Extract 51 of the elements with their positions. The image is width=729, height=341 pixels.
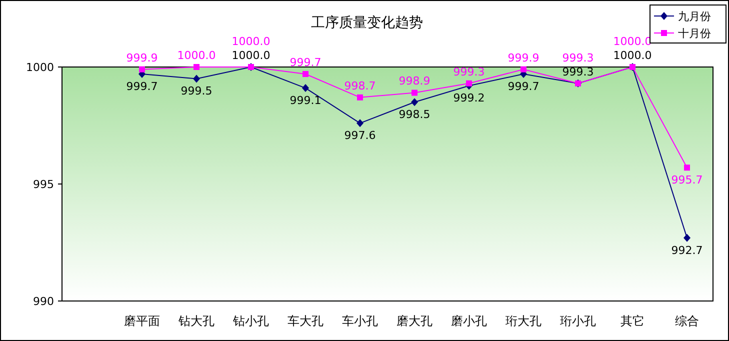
point (302, 84, 309, 92)
data-label: 997.6 (344, 129, 376, 142)
x-tick-label: 磨大孔 (396, 314, 432, 328)
point (194, 64, 200, 70)
point (412, 90, 418, 96)
data-label: 992.7 (671, 244, 703, 257)
x-tick-label: 珩小孔 (560, 314, 596, 328)
point (356, 119, 364, 128)
data-label: 999.3 (453, 65, 485, 78)
point (466, 80, 472, 86)
x-tick-label: 其它 (620, 314, 644, 328)
data-label: 998.9 (398, 74, 430, 88)
point (684, 164, 690, 171)
data-label: 1000.0 (232, 35, 270, 48)
x-tick-label: 磨平面 (124, 314, 160, 328)
point (520, 66, 526, 72)
data-label: 999.1 (290, 94, 322, 108)
data-label: 1000.0 (232, 49, 270, 62)
x-tick-label: 车小孔 (342, 314, 378, 328)
x-tick-label: 车大孔 (288, 314, 324, 328)
point (684, 234, 690, 242)
data-label: 999.7 (290, 56, 322, 70)
legend-label: 九月份 (678, 10, 711, 23)
data-label: 999.3 (562, 51, 594, 64)
x-tick-label: 钻小孔 (232, 314, 269, 328)
x-tick-label: 钻大孔 (178, 314, 214, 328)
data-label: 995.7 (671, 174, 703, 187)
point (357, 94, 363, 100)
data-label: 999.5 (180, 84, 212, 98)
y-tick-label: 990 (33, 295, 54, 308)
x-tick-label: 磨小孔 (451, 314, 487, 328)
chart-title: 工序质量变化趋势 (311, 15, 423, 31)
data-label: 999.7 (508, 80, 540, 94)
data-label: 999.3 (562, 65, 594, 78)
x-tick-label: 综合 (675, 314, 699, 328)
data-label: 998.5 (398, 108, 430, 122)
data-label: 1000.0 (613, 49, 652, 62)
point (193, 74, 200, 83)
data-label: 999.9 (126, 51, 158, 64)
x-tick-label: 珩大孔 (506, 314, 542, 328)
data-label: 998.7 (344, 79, 376, 92)
y-tick-label: 1000 (26, 61, 54, 74)
data-label: 999.2 (453, 92, 485, 105)
point (302, 71, 308, 78)
data-label: 999.9 (508, 51, 540, 64)
y-tick-label: 995 (33, 178, 54, 191)
point (411, 98, 418, 106)
data-label: 999.7 (126, 80, 158, 94)
point (139, 66, 145, 72)
legend-label: 十月份 (678, 27, 711, 40)
data-label: 1000.0 (177, 49, 216, 62)
